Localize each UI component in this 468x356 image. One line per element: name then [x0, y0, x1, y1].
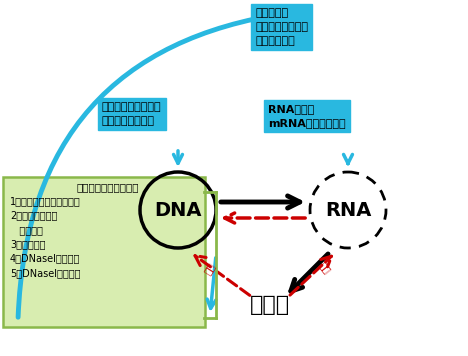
Text: RNA: RNA — [325, 200, 371, 220]
Text: 蛋白质: 蛋白质 — [250, 295, 290, 315]
Text: 调控: 调控 — [203, 260, 217, 276]
Text: RNA水平：
mRNA的选择性剪接: RNA水平： mRNA的选择性剪接 — [268, 104, 346, 128]
Text: 转录调控：
如转录起始复合物
的募集和调节: 转录调控： 如转录起始复合物 的募集和调节 — [255, 8, 308, 46]
FancyArrowPatch shape — [18, 9, 287, 317]
Text: 1）染色质免疫共沉淀试验
2）体内足迹试验
   酵母单杂
3）凝胶阻滞
4）DNasel足迹试验
5）DNasel足迹试验: 1）染色质免疫共沉淀试验 2）体内足迹试验 酵母单杂 3）凝胶阻滞 4）DNas… — [10, 196, 81, 278]
Text: 染色质免疫共沉淀技术: 染色质免疫共沉淀技术 — [77, 182, 139, 192]
Text: DNA: DNA — [154, 200, 202, 220]
Text: 表观遗传调控研究：
如甲基化、乙酰化: 表观遗传调控研究： 如甲基化、乙酰化 — [102, 102, 161, 126]
FancyBboxPatch shape — [3, 177, 205, 327]
Text: 调控: 调控 — [317, 260, 333, 276]
